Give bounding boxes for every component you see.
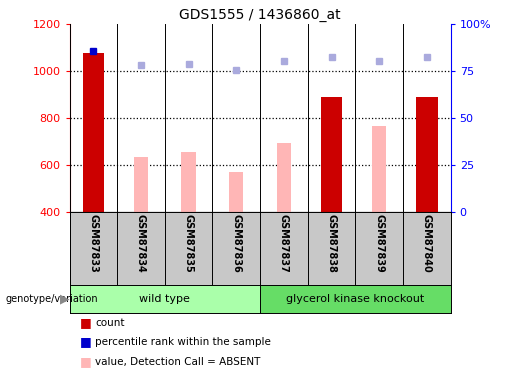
Bar <box>416 97 438 212</box>
Text: GSM87834: GSM87834 <box>136 214 146 273</box>
Text: GSM87839: GSM87839 <box>374 214 384 273</box>
Text: percentile rank within the sample: percentile rank within the sample <box>95 337 271 347</box>
Text: GSM87835: GSM87835 <box>184 214 194 273</box>
Bar <box>82 53 104 212</box>
Text: count: count <box>95 318 125 327</box>
Bar <box>372 126 386 212</box>
Text: ■: ■ <box>80 316 92 329</box>
Bar <box>260 285 451 313</box>
Text: GSM87836: GSM87836 <box>231 214 241 273</box>
Bar <box>229 172 244 212</box>
Bar <box>277 143 291 212</box>
Text: ■: ■ <box>80 355 92 368</box>
Text: GSM87837: GSM87837 <box>279 214 289 273</box>
Bar <box>134 157 148 212</box>
Bar <box>181 152 196 212</box>
Text: ■: ■ <box>80 336 92 348</box>
Text: ▶: ▶ <box>60 292 70 306</box>
Bar <box>70 285 260 313</box>
Text: genotype/variation: genotype/variation <box>5 294 98 304</box>
Title: GDS1555 / 1436860_at: GDS1555 / 1436860_at <box>179 8 341 22</box>
Text: wild type: wild type <box>140 294 190 304</box>
Text: GSM87833: GSM87833 <box>89 214 98 273</box>
Text: value, Detection Call = ABSENT: value, Detection Call = ABSENT <box>95 357 261 366</box>
Bar <box>321 97 342 212</box>
Text: glycerol kinase knockout: glycerol kinase knockout <box>286 294 424 304</box>
Text: GSM87838: GSM87838 <box>327 214 336 273</box>
Text: GSM87840: GSM87840 <box>422 214 432 273</box>
